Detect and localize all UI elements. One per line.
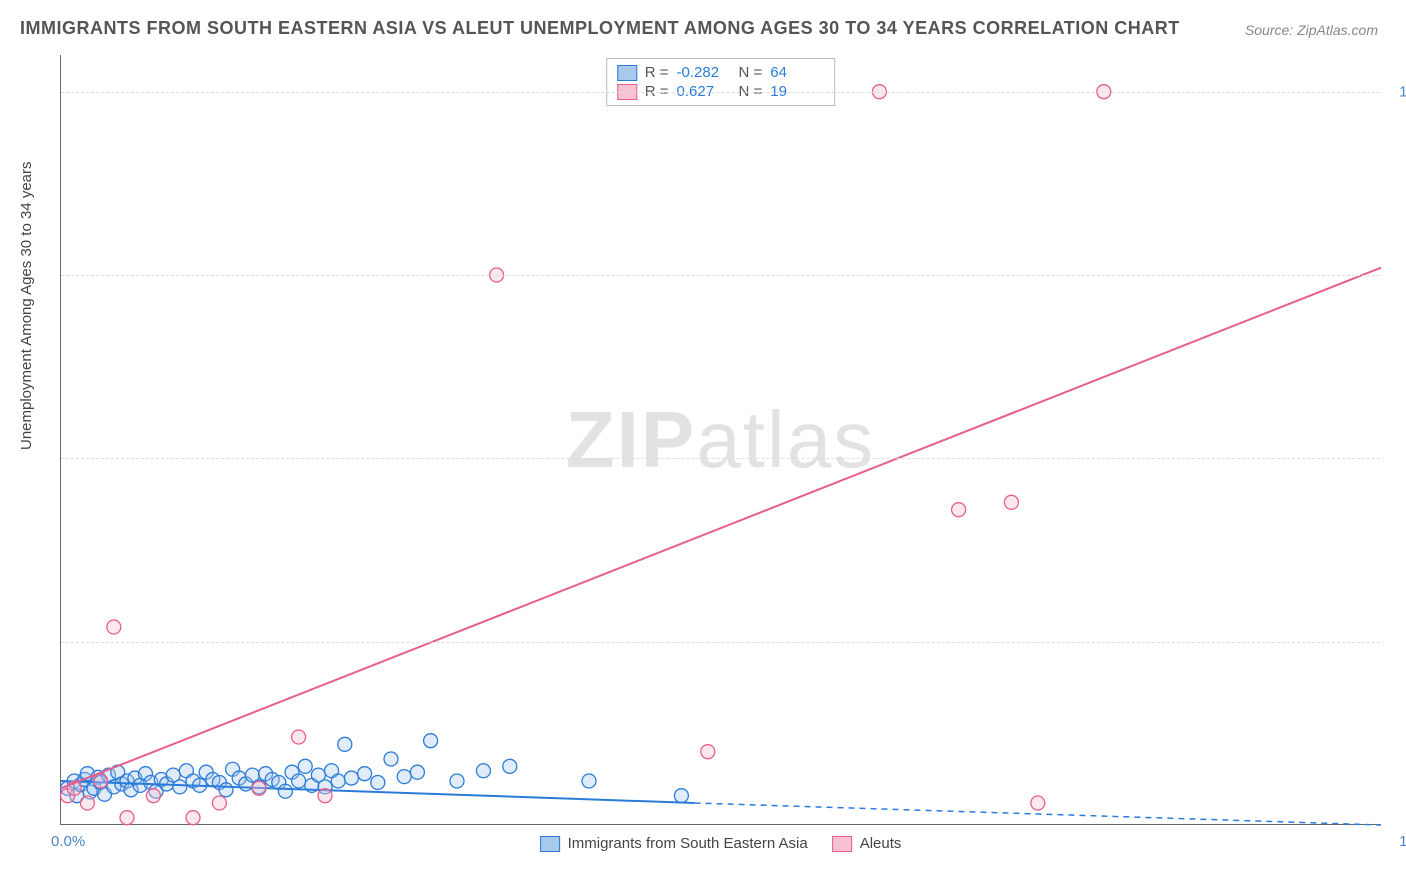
swatch-series-1 (617, 65, 637, 81)
legend-swatch-2 (832, 836, 852, 852)
y-tick-label: 50.0% (1390, 450, 1406, 467)
gridline (61, 458, 1380, 459)
legend-swatch-1 (540, 836, 560, 852)
x-tick-max: 100.0% (1399, 833, 1406, 850)
y-tick-label: 75.0% (1390, 267, 1406, 284)
r-value-1: -0.282 (677, 64, 731, 81)
x-tick-min: 0.0% (51, 833, 85, 850)
chart-svg (61, 55, 1380, 824)
source-attribution: Source: ZipAtlas.com (1245, 22, 1378, 38)
legend-item-2: Aleuts (832, 835, 902, 852)
stats-legend-box: R = -0.282 N = 64 R = 0.627 N = 19 (606, 58, 836, 106)
gridline (61, 92, 1380, 93)
n-label: N = (739, 64, 763, 81)
legend-label-1: Immigrants from South Eastern Asia (568, 835, 808, 852)
gridline (61, 275, 1380, 276)
gridline (61, 642, 1380, 643)
y-axis-label: Unemployment Among Ages 30 to 34 years (18, 161, 35, 450)
legend-item-1: Immigrants from South Eastern Asia (540, 835, 808, 852)
legend-label-2: Aleuts (860, 835, 902, 852)
r-label: R = (645, 64, 669, 81)
bottom-legend: Immigrants from South Eastern Asia Aleut… (540, 835, 902, 852)
n-value-1: 64 (770, 64, 824, 81)
plot-area: ZIPatlas R = -0.282 N = 64 R = 0.627 N =… (60, 55, 1380, 825)
chart-title: IMMIGRANTS FROM SOUTH EASTERN ASIA VS AL… (20, 18, 1180, 39)
y-tick-label: 25.0% (1390, 633, 1406, 650)
stats-row-series-1: R = -0.282 N = 64 (617, 63, 825, 82)
y-tick-label: 100.0% (1390, 83, 1406, 100)
